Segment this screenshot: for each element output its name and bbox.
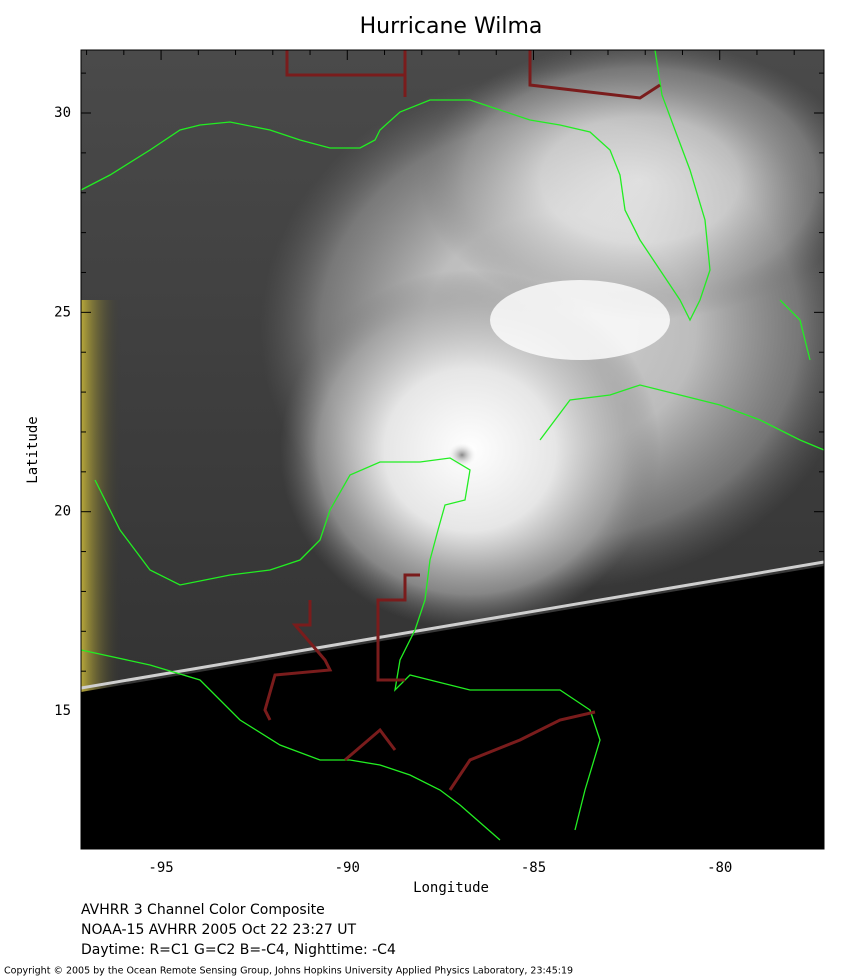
caption-line: Daytime: R=C1 G=C2 B=-C4, Nighttime: -C4 [81,942,396,958]
map-frame [80,49,825,850]
y-tick-label: 15 [54,703,71,719]
x-axis-label: Longitude [413,880,489,896]
y-tick-label: 20 [54,504,71,520]
caption-line: AVHRR 3 Channel Color Composite [81,902,325,918]
map-title: Hurricane Wilma [360,14,543,39]
x-tick-label: -95 [148,860,173,876]
x-tick-label: -85 [521,860,546,876]
y-tick-label: 25 [54,304,71,320]
y-axis-label: Latitude [25,416,41,483]
copyright: Copyright © 2005 by the Ocean Remote Sen… [4,966,573,977]
satellite-image [81,50,824,849]
x-tick-label: -90 [335,860,360,876]
caption-line: NOAA-15 AVHRR 2005 Oct 22 23:27 UT [81,922,357,938]
y-tick-label: 30 [54,105,71,121]
x-tick-label: -80 [707,860,732,876]
